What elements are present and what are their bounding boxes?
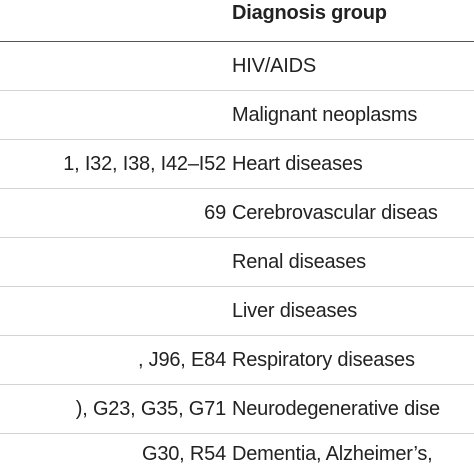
table-row: Malignant neoplasms [0,91,474,140]
codes-cell [0,287,226,335]
diagnosis-group-cell: HIV/AIDS [232,54,316,77]
codes-cell [0,42,226,90]
header-codes-cell [0,0,226,41]
table-row: , J96, E84 Respiratory diseases [0,336,474,385]
diagnosis-group-cell: Neurodegenerative dise [232,397,440,420]
table-row: G30, R54 Dementia, Alzheimer’s, [0,434,474,474]
table-header-row: Diagnosis group [0,0,474,42]
diagnosis-group-cell: Heart diseases [232,152,363,175]
codes-cell [0,91,226,139]
table-row: HIV/AIDS [0,42,474,91]
codes-text: , J96, E84 [137,348,226,371]
codes-text: 1, I32, I38, I42–I52 [63,152,226,175]
codes-cell: 1, I32, I38, I42–I52 [0,140,226,188]
table-row: ), G23, G35, G71 Neurodegenerative dise [0,385,474,434]
codes-cell: ), G23, G35, G71 [0,385,226,433]
table-row: 1, I32, I38, I42–I52 Heart diseases [0,140,474,189]
table-row: 69 Cerebrovascular diseas [0,189,474,238]
header-diagnosis-group: Diagnosis group [232,2,387,24]
diagnosis-group-cell: Cerebrovascular diseas [232,201,438,224]
codes-cell: G30, R54 [0,434,226,474]
codes-text: ), G23, G35, G71 [75,397,226,420]
codes-text: 69 [204,201,226,224]
codes-cell: 69 [0,189,226,237]
codes-cell: , J96, E84 [0,336,226,384]
codes-cell [0,238,226,286]
table-row: Liver diseases [0,287,474,336]
codes-text: G30, R54 [141,442,226,465]
diagnosis-group-cell: Liver diseases [232,299,358,322]
diagnosis-group-cell: Dementia, Alzheimer’s, [232,442,433,465]
table-row: Renal diseases [0,238,474,287]
diagnosis-group-cell: Respiratory diseases [232,348,415,371]
diagnosis-group-cell: Malignant neoplasms [232,103,418,126]
diagnosis-group-cell: Renal diseases [232,250,366,273]
